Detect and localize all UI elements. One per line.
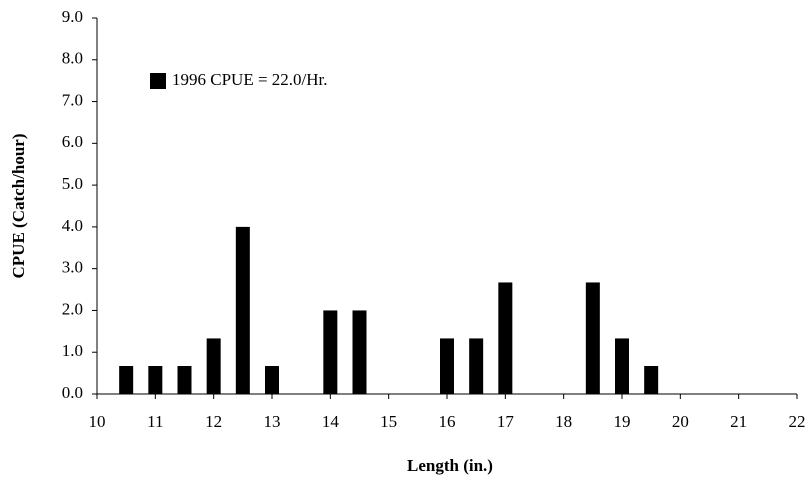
bar (469, 338, 484, 394)
bar (148, 366, 163, 394)
y-tick-label: 4.0 (62, 216, 83, 235)
x-tick-label: 21 (730, 412, 747, 431)
bar (352, 310, 367, 394)
x-tick-label: 18 (555, 412, 572, 431)
x-tick-label: 10 (89, 412, 106, 431)
x-tick-label: 17 (497, 412, 515, 431)
x-tick-label: 13 (264, 412, 281, 431)
x-axis-title: Length (in.) (407, 456, 493, 475)
bar (323, 310, 338, 394)
bar (177, 366, 192, 394)
x-tick-label: 11 (147, 412, 163, 431)
legend-swatch (150, 73, 166, 89)
bar (585, 282, 600, 394)
bar (206, 338, 221, 394)
y-tick-label: 6.0 (62, 132, 83, 151)
bar (644, 366, 659, 394)
y-tick-label: 8.0 (62, 49, 83, 68)
bar (498, 282, 513, 394)
bar (119, 366, 134, 394)
y-axis-title: CPUE (Catch/hour) (9, 134, 28, 279)
y-tick-label: 9.0 (62, 7, 83, 26)
x-tick-label: 22 (789, 412, 806, 431)
x-tick-label: 14 (322, 412, 340, 431)
y-tick-label: 1.0 (62, 341, 83, 360)
x-tick-label: 15 (380, 412, 397, 431)
x-tick-label: 12 (205, 412, 222, 431)
bar (615, 338, 629, 394)
x-tick-label: 19 (614, 412, 631, 431)
bar (265, 366, 279, 394)
legend-label: 1996 CPUE = 22.0/Hr. (172, 70, 328, 89)
x-tick-label: 20 (672, 412, 689, 431)
bar (440, 338, 454, 394)
y-tick-label: 0.0 (62, 383, 83, 402)
y-tick-label: 5.0 (62, 174, 83, 193)
y-tick-label: 2.0 (62, 299, 83, 318)
y-tick-label: 3.0 (62, 258, 83, 277)
y-tick-label: 7.0 (62, 90, 83, 109)
bar (235, 226, 250, 394)
x-tick-label: 16 (439, 412, 456, 431)
